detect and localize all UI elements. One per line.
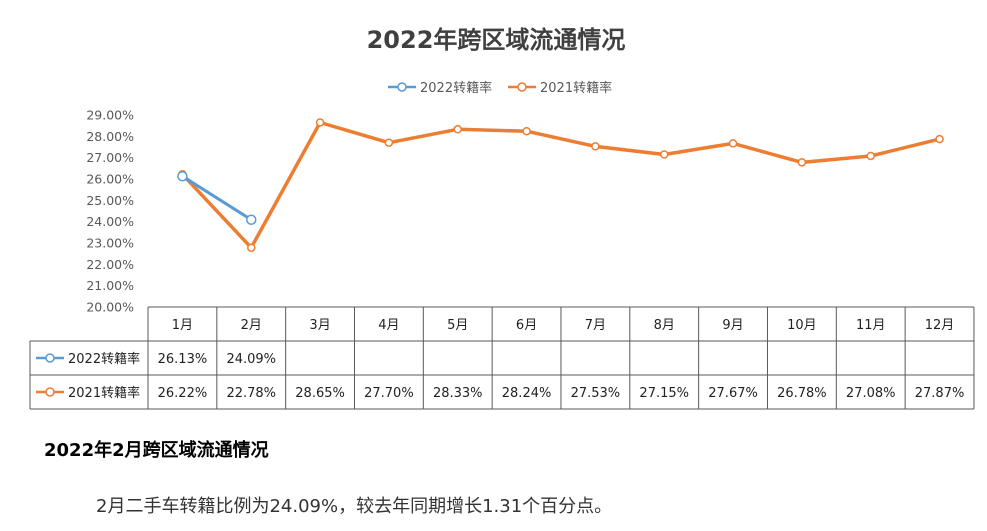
data-point-2021 [728,139,738,148]
legend-marker-1 [397,82,407,92]
data-point-2021 [384,138,394,147]
data-point-2021 [246,243,256,252]
x-category-label: 1月 [172,318,193,333]
data-cell: 27.70% [364,386,414,401]
data-point-2022 [245,214,257,225]
data-cell: 27.53% [571,386,621,401]
data-cell: 26.22% [158,386,208,401]
data-point-2022 [177,170,188,182]
data-point-2021 [522,126,531,136]
x-category-label: 2月 [241,318,262,333]
y-tick-label: 24.00% [86,214,134,229]
x-category-label: 8月 [654,318,675,333]
data-point-2021 [935,134,944,144]
legend-label-1: 2022转籍率 [420,80,492,96]
y-tick-label: 29.00% [86,108,134,123]
y-tick-label: 21.00% [86,278,134,293]
data-cell: 27.87% [915,386,965,401]
data-point-2021 [591,142,600,151]
data-cell: 28.65% [295,386,345,401]
data-point-2021 [659,150,669,159]
y-tick-label: 22.00% [86,257,134,272]
data-point-2021 [453,125,462,134]
row-legend-marker-1 [45,353,55,363]
data-cell: 28.24% [502,386,552,401]
x-category-label: 12月 [925,318,955,333]
chart-title: 2022年跨区域流通情况 [367,26,626,54]
x-category-label: 5月 [447,318,468,333]
legend-label-2: 2021转籍率 [540,80,612,96]
data-cell: 27.67% [708,386,758,401]
x-category-label: 3月 [309,318,330,333]
line-chart: 2022年跨区域流通情况 2022转籍率 2021转籍率 20.00% 21.00% 22… [29,26,975,410]
row-label-1: 2022转籍率 [68,351,140,367]
data-cell: 27.08% [846,386,896,401]
x-category-label: 4月 [378,318,399,333]
section-heading: 2022年2月跨区域流通情况 [44,440,269,461]
y-tick-label: 26.00% [86,172,134,187]
y-tick-label: 28.00% [86,129,134,144]
row-label-2: 2021转籍率 [68,385,140,401]
x-category-label: 7月 [585,318,606,333]
data-point-2021 [866,151,875,161]
x-category-label: 9月 [722,318,743,333]
data-cell: 26.13% [158,352,208,367]
y-tick-label: 25.00% [86,193,134,208]
data-cell: 27.15% [639,386,689,401]
x-category-label: 11月 [856,318,886,333]
series-line-2022 [180,174,253,222]
row-legend-marker-2 [45,387,55,397]
y-tick-label: 27.00% [86,150,134,165]
data-point-2021 [797,158,807,167]
data-cell: 28.33% [433,386,483,401]
y-tick-label: 20.00% [86,300,134,315]
data-cell: 26.78% [777,386,827,401]
x-category-label: 10月 [787,318,817,333]
y-tick-label: 23.00% [86,236,134,251]
legend-marker-2 [517,82,527,92]
series-line-2021 [180,120,942,250]
data-cell: 24.09% [226,352,276,367]
x-category-label: 6月 [516,318,537,333]
body-text: 2月二手车转籍比例为24.09%，较去年同期增长1.31个百分点。 [96,496,613,517]
data-point-2021 [315,118,325,127]
data-cell: 22.78% [226,386,276,401]
